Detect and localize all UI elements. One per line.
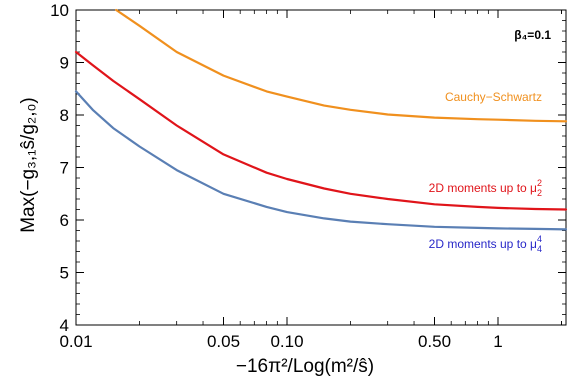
annotation-mu4-main: 2D moments up to bbox=[429, 237, 530, 251]
x-tick-label: 0.01 bbox=[59, 332, 92, 351]
annotation-mu4-symbol: μ bbox=[530, 237, 537, 251]
annotation-mu2-main: 2D moments up to bbox=[429, 181, 530, 195]
plot-area bbox=[75, 9, 567, 326]
x-axis-title: −16π²/Log(m²/ŝ) bbox=[236, 356, 374, 377]
y-tick-label: 8 bbox=[60, 106, 69, 125]
y-tick-label: 4 bbox=[60, 316, 69, 335]
series-layer bbox=[74, 8, 568, 231]
x-tick-label: 0.05 bbox=[207, 332, 240, 351]
annotation-mu4-sup: 4 bbox=[537, 234, 542, 244]
y-tick-label: 6 bbox=[60, 211, 69, 230]
x-axis-ticks: 0.01 0.05 0.10 0.50 1 bbox=[59, 10, 562, 351]
y-axis-title: Max(−g₃,₁ŝ/g₂,₀) bbox=[18, 97, 39, 233]
y-tick-label: 10 bbox=[50, 1, 69, 20]
series-2d-moments-mu2 bbox=[74, 50, 568, 211]
x-tick-label: 1 bbox=[493, 332, 502, 351]
annotation-mu2-sup: 2 bbox=[537, 178, 542, 188]
y-tick-label: 7 bbox=[60, 159, 69, 178]
plot-frame bbox=[75, 9, 567, 326]
y-tick-label: 5 bbox=[60, 264, 69, 283]
y-tick-label: 9 bbox=[60, 54, 69, 73]
series-cauchy-schwartz bbox=[115, 8, 568, 123]
annotation-mu2-symbol: μ bbox=[530, 181, 537, 195]
x-tick-label: 0.50 bbox=[418, 332, 451, 351]
series-2d-moments-mu4 bbox=[74, 90, 568, 231]
annotation-mu4: 2D moments up to μ4 4 bbox=[429, 234, 542, 254]
annotation-mu2: 2D moments up to μ2 2 bbox=[429, 178, 542, 198]
y-axis-ticks: 4 5 6 7 8 9 10 bbox=[50, 1, 566, 335]
x-tick-label: 0.10 bbox=[270, 332, 303, 351]
annotation-mu2-sub: 2 bbox=[537, 188, 542, 198]
parameter-label: β₄=0.1 bbox=[514, 28, 551, 42]
annotation-mu4-sub: 4 bbox=[537, 244, 542, 254]
annotation-cauchy-schwartz: Cauchy−Schwartz bbox=[445, 90, 542, 104]
